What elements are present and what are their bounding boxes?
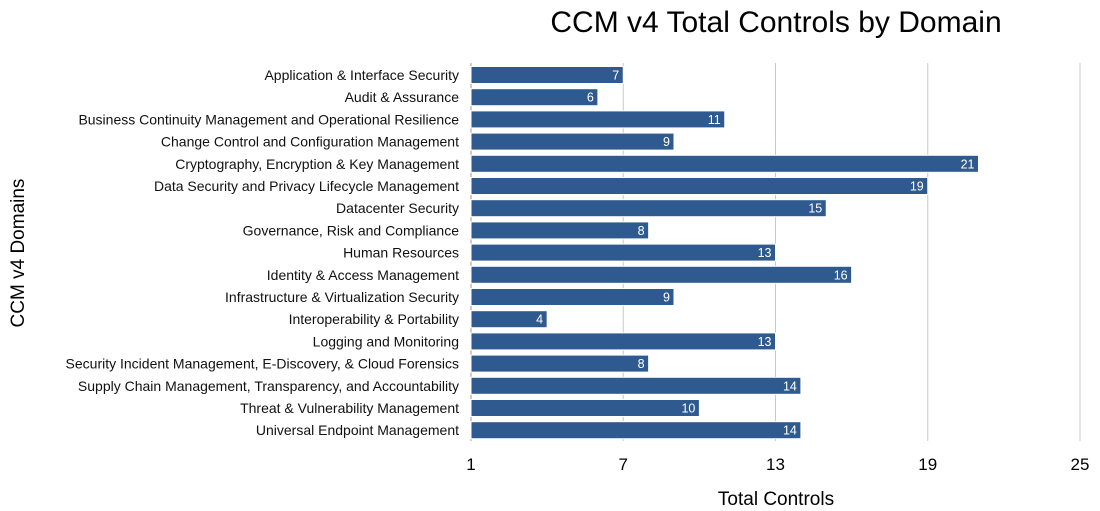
bar — [470, 154, 979, 173]
x-tick-labels: 1 7 13 19 25 — [466, 455, 1089, 474]
category-labels: Application & Interface Security Audit & … — [66, 67, 460, 438]
y-axis-title: CCM v4 Domains — [8, 179, 29, 328]
bar-value-label: 14 — [783, 424, 797, 438]
chart-title: CCM v4 Total Controls by Domain — [550, 6, 1001, 39]
bars: 7 6 11 9 21 19 15 8 13 16 9 4 13 8 14 10 14 — [470, 66, 979, 440]
category-label: Supply Chain Management, Transparency, a… — [78, 378, 459, 394]
bar — [470, 265, 853, 284]
bar — [470, 66, 624, 84]
bar — [470, 221, 650, 240]
bar — [470, 376, 802, 395]
category-label: Identity & Access Management — [267, 267, 459, 283]
category-label: Interoperability & Portability — [289, 311, 459, 327]
category-label: Universal Endpoint Management — [256, 422, 459, 438]
category-label: Data Security and Privacy Lifecycle Mana… — [154, 178, 459, 194]
x-axis-title: Total Controls — [718, 489, 834, 510]
bar-value-label: 10 — [681, 402, 695, 416]
category-label: Change Control and Configuration Managem… — [161, 134, 459, 150]
x-tick-label: 25 — [1071, 455, 1090, 474]
bar — [470, 199, 827, 218]
bar-value-label: 8 — [638, 357, 645, 371]
bar-value-label: 15 — [808, 202, 822, 216]
x-tick-label: 1 — [466, 455, 475, 474]
bar — [470, 243, 776, 262]
bar — [470, 310, 548, 329]
bar-value-label: 7 — [612, 69, 619, 83]
category-label: Infrastructure & Virtualization Security — [225, 289, 459, 305]
bar — [470, 421, 802, 440]
bar — [470, 88, 599, 107]
bar-value-label: 6 — [587, 91, 594, 105]
bar-value-label: 13 — [758, 246, 772, 260]
category-label: Datacenter Security — [336, 200, 459, 216]
bar — [470, 177, 929, 195]
category-label: Governance, Risk and Compliance — [243, 222, 460, 238]
x-tick-label: 19 — [918, 455, 937, 474]
category-label: Threat & Vulnerability Management — [240, 400, 459, 416]
bar — [470, 288, 675, 306]
category-label: Human Resources — [343, 245, 459, 261]
category-label: Cryptography, Encryption & Key Managemen… — [175, 156, 459, 172]
category-label: Security Incident Management, E-Discover… — [66, 356, 459, 372]
category-label: Application & Interface Security — [264, 67, 459, 83]
category-label: Logging and Monitoring — [313, 333, 459, 349]
x-tick-label: 7 — [619, 455, 628, 474]
bar-value-label: 16 — [834, 268, 848, 282]
category-label: Audit & Assurance — [345, 89, 460, 105]
bar — [470, 332, 776, 351]
bar-value-label: 14 — [783, 379, 797, 393]
x-tick-label: 13 — [766, 455, 785, 474]
bar-value-label: 9 — [663, 135, 670, 149]
bar — [470, 354, 650, 373]
bar-value-label: 19 — [910, 180, 924, 194]
bar-value-label: 21 — [961, 157, 975, 171]
bar-value-label: 11 — [708, 113, 721, 127]
bar — [470, 132, 675, 151]
bar-value-label: 9 — [663, 291, 670, 305]
bar-value-label: 13 — [758, 335, 772, 349]
bar — [470, 110, 726, 129]
bar-value-label: 4 — [536, 313, 543, 327]
bar — [470, 399, 700, 417]
category-label: Business Continuity Management and Opera… — [78, 111, 459, 127]
bar-value-label: 8 — [638, 224, 645, 238]
